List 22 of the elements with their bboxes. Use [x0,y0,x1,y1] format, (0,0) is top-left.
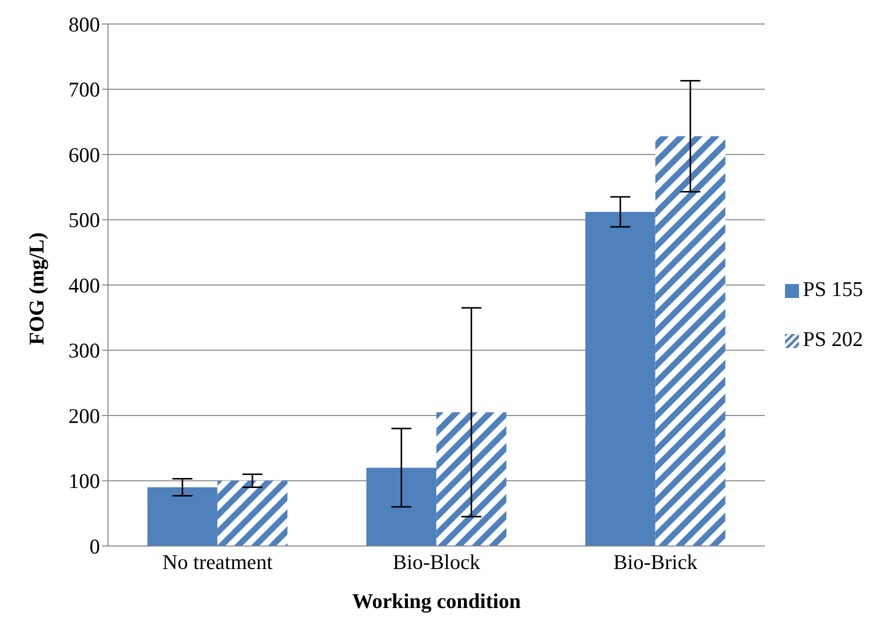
y-tick-label: 700 [68,78,100,102]
bar [585,212,656,546]
y-tick-label: 600 [68,142,100,167]
y-tick-label: 400 [68,273,100,298]
x-tick-label: No treatment [162,550,273,574]
x-tick-label: Bio-Brick [613,550,698,574]
legend-label: PS 202 [802,327,863,351]
bar [366,468,436,546]
x-axis-title: Working condition [352,589,522,613]
legend-label: PS 155 [802,277,863,301]
y-tick-label: 200 [68,404,100,428]
y-tick-label: 500 [68,208,100,232]
bar [147,487,218,546]
y-tick-label: 0 [90,534,100,558]
y-tick-label: 300 [68,338,100,363]
bar [217,480,288,546]
y-axis-title: FOG (mg/L) [24,232,48,345]
bar [436,412,506,546]
x-tick-label: Bio-Block [392,550,481,574]
y-tick-label: 800 [68,12,100,36]
bar [655,136,726,546]
y-tick-label: 100 [68,469,100,494]
